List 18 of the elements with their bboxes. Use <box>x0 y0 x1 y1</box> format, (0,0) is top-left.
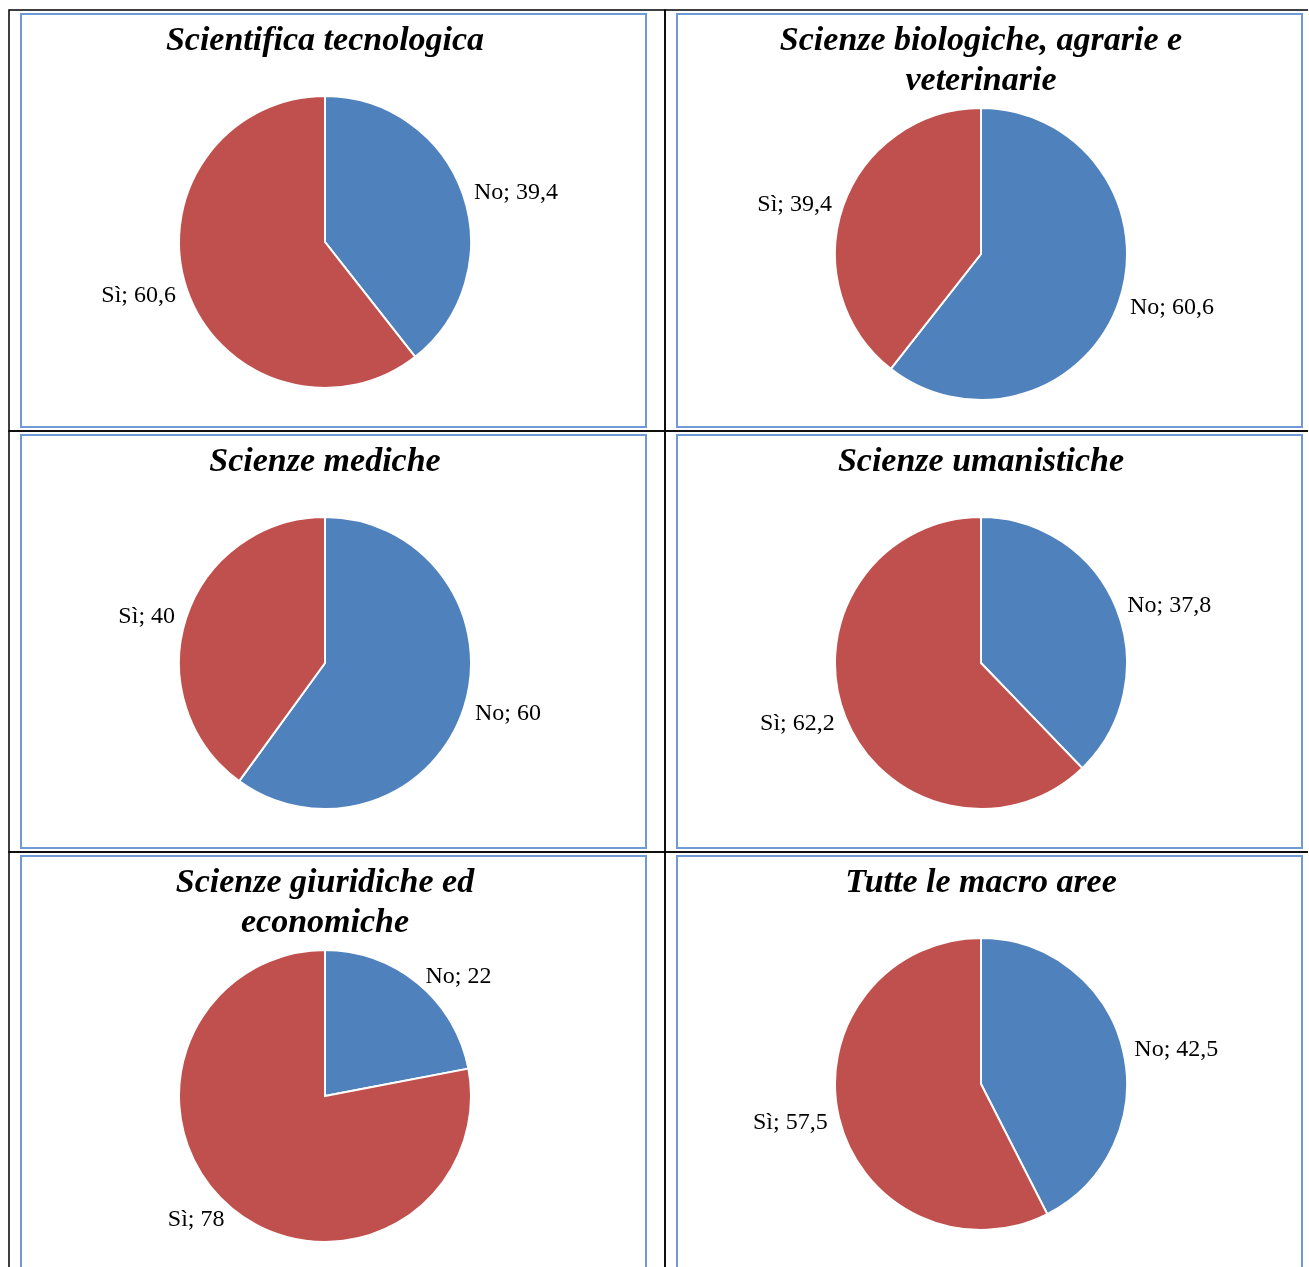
chart-title: Scientifica tecnologica <box>165 20 485 57</box>
slice-label: No; 22 <box>425 961 492 988</box>
slice-label: No; 37,8 <box>1127 591 1212 618</box>
slice-label: Sì; 62,2 <box>760 709 835 736</box>
slice-label: Sì; 40 <box>118 601 176 628</box>
chart-title: Scienze giuridiche ed economiche <box>175 862 476 939</box>
slice-label: No; 60 <box>474 699 541 726</box>
slice-label: No; 60,6 <box>1130 292 1215 319</box>
chart-title: Scienze umanistiche <box>837 441 1125 478</box>
chart-title: Scienze biologiche, agrarie e veterinarie <box>779 20 1183 97</box>
chart-title: Tutte le macro aree <box>845 862 1117 899</box>
slice-label: Sì; 39,4 <box>757 189 832 216</box>
slice-label: Sì; 78 <box>167 1204 225 1231</box>
chart-title: Scienze mediche <box>209 441 441 478</box>
slice-label: No; 39,4 <box>474 177 559 204</box>
slice-label: No; 42,5 <box>1134 1034 1219 1061</box>
slice-label: Sì; 57,5 <box>752 1108 828 1135</box>
slice-label: Sì; 60,6 <box>101 280 176 307</box>
